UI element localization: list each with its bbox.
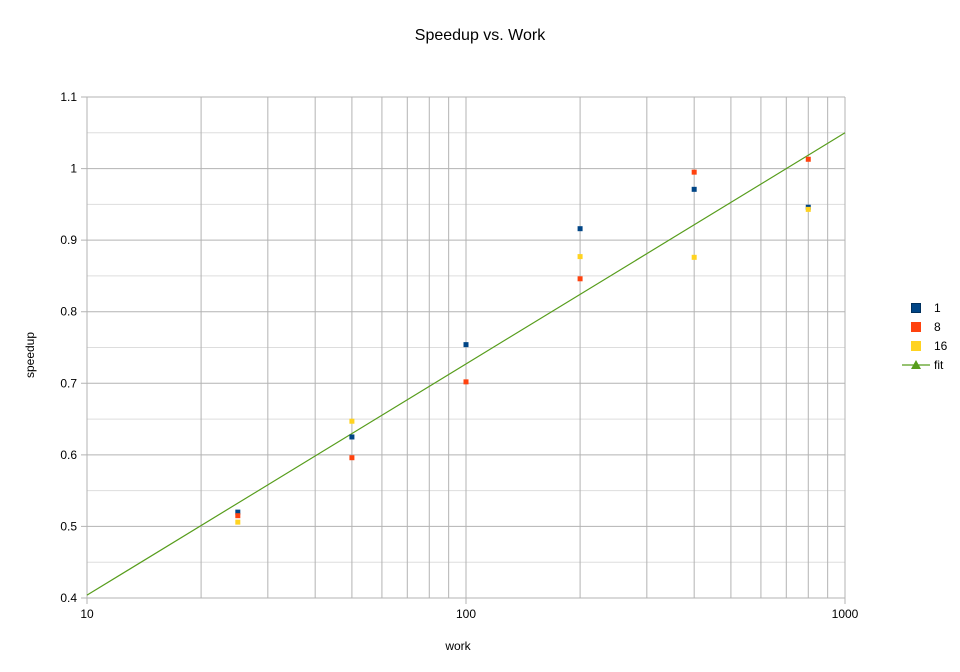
y-tick-label: 1.1 <box>60 90 77 104</box>
x-tick-label: 100 <box>456 607 476 621</box>
point-series-8 <box>577 276 583 282</box>
point-series-8 <box>805 156 811 162</box>
grid-lines <box>81 96 846 604</box>
x-axis-label: work <box>444 639 471 653</box>
x-tick-label: 10 <box>80 607 94 621</box>
point-series-8 <box>463 379 469 385</box>
point-series-16 <box>691 254 697 260</box>
legend-marker-8 <box>911 322 921 332</box>
point-series-8 <box>349 455 355 461</box>
point-series-16 <box>577 254 583 260</box>
point-series-16 <box>349 418 355 424</box>
point-series-1 <box>577 226 583 232</box>
point-series-8 <box>691 169 697 175</box>
chart-title: Speedup vs. Work <box>415 27 546 44</box>
fit-line-group <box>86 132 846 596</box>
legend-label-fit: fit <box>934 358 944 372</box>
y-tick-label: 0.9 <box>60 233 77 247</box>
point-series-1 <box>349 434 355 440</box>
legend-marker-1 <box>911 303 921 313</box>
data-points <box>235 156 811 525</box>
point-series-16 <box>805 206 811 212</box>
y-axis-label: speedup <box>23 332 37 378</box>
tick-labels: 0.4 0.5 0.6 0.7 0.8 0.9 1 1.1 10 100 1000 <box>60 90 858 621</box>
point-series-16 <box>235 519 241 525</box>
legend-fit-marker <box>911 360 921 369</box>
y-tick-label: 0.7 <box>60 376 77 390</box>
y-tick-label: 1 <box>70 162 77 176</box>
legend-label-8: 8 <box>934 320 941 334</box>
legend-label-1: 1 <box>934 301 941 315</box>
legend: 1 8 16 fit <box>902 301 948 372</box>
y-tick-label: 0.4 <box>60 591 77 605</box>
point-series-1 <box>463 342 469 348</box>
point-series-1 <box>235 509 241 515</box>
x-tick-label: 1000 <box>832 607 859 621</box>
y-tick-label: 0.5 <box>60 519 77 533</box>
fit-line <box>86 132 846 596</box>
y-tick-label: 0.6 <box>60 448 77 462</box>
point-series-1 <box>691 186 697 192</box>
y-tick-label: 0.8 <box>60 305 77 319</box>
legend-label-16: 16 <box>934 339 948 353</box>
point-series-8 <box>235 513 241 519</box>
legend-marker-16 <box>911 341 921 351</box>
